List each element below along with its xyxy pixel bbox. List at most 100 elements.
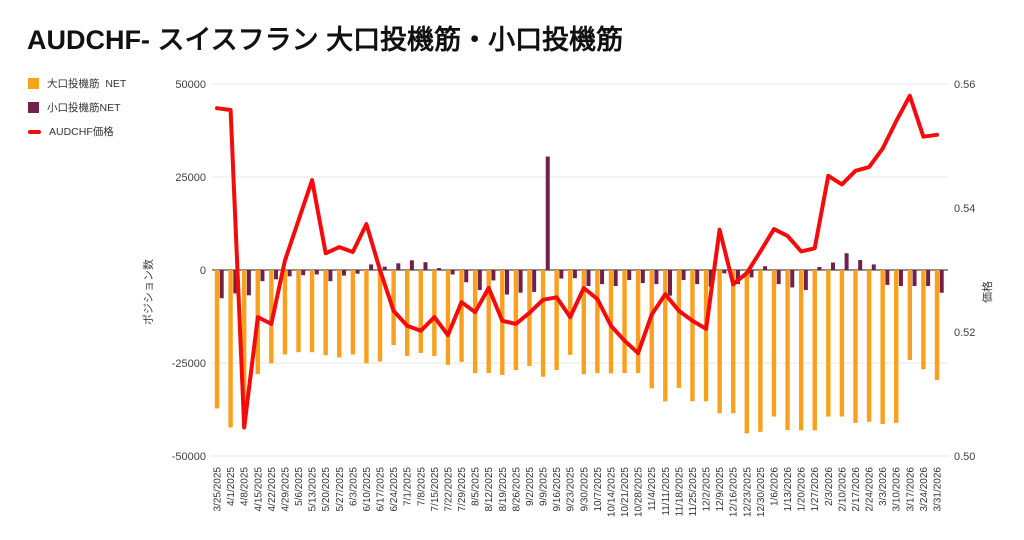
large-spec-bar bbox=[853, 270, 858, 423]
small-spec-bar bbox=[369, 264, 374, 270]
large-spec-bar bbox=[635, 270, 641, 374]
large-spec-bar bbox=[894, 270, 899, 423]
price-line-swatch-icon bbox=[28, 129, 41, 134]
legend-label-large-speculators: 大口投機筋 NET bbox=[47, 78, 127, 90]
x-axis-date-label: 6/24/2025 bbox=[389, 467, 400, 512]
x-axis-date-label: 1/13/2026 bbox=[783, 467, 794, 512]
y-axis-tick-label: 25000 bbox=[175, 172, 206, 184]
small-spec-bar bbox=[572, 270, 577, 279]
x-axis-date-label: 1/6/2026 bbox=[769, 467, 780, 506]
x-axis-date-label: 10/28/2025 bbox=[634, 467, 645, 517]
large-spec-bar bbox=[459, 270, 464, 362]
small-spec-bar bbox=[613, 270, 618, 286]
large-spec-bar bbox=[880, 270, 885, 425]
small-spec-bar bbox=[559, 270, 564, 279]
small-spec-bar bbox=[491, 270, 496, 281]
large-spec-bar bbox=[595, 270, 600, 374]
large-spec-bar bbox=[513, 270, 519, 371]
small-spec-bar bbox=[695, 270, 700, 285]
x-axis-date-label: 9/16/2025 bbox=[552, 467, 563, 512]
small-spec-bar bbox=[260, 270, 265, 282]
small-spec-bar bbox=[926, 270, 931, 286]
large-spec-bar bbox=[228, 270, 233, 428]
x-axis-date-label: 12/9/2025 bbox=[715, 467, 726, 512]
small-spec-bar bbox=[871, 264, 876, 270]
small-spec-bar bbox=[735, 270, 740, 285]
price-axis-tick-label: 0.56 bbox=[954, 79, 975, 91]
large-spec-bar bbox=[907, 270, 913, 361]
small-spec-bar bbox=[328, 270, 333, 282]
large-spec-bar bbox=[377, 270, 383, 362]
large-spec-bar bbox=[717, 270, 722, 414]
x-axis-date-label: 12/30/2025 bbox=[756, 467, 767, 517]
small-spec-bar bbox=[708, 270, 713, 287]
y-axis-tick-label: -50000 bbox=[172, 451, 206, 463]
legend-label-price: AUDCHF価格 bbox=[49, 126, 114, 138]
large-spec-bar bbox=[445, 270, 451, 365]
x-axis-date-label: 11/18/2025 bbox=[674, 467, 685, 517]
x-axis-date-label: 2/24/2026 bbox=[865, 467, 876, 512]
large-spec-bar bbox=[826, 270, 831, 417]
small-spec-bar bbox=[409, 260, 414, 270]
large-spec-bar bbox=[337, 270, 342, 358]
small-spec-bar bbox=[219, 270, 224, 299]
x-axis-date-label: 9/23/2025 bbox=[566, 467, 577, 512]
large-spec-bar bbox=[554, 270, 559, 371]
small-spec-bar bbox=[437, 268, 442, 270]
x-axis-date-label: 4/22/2025 bbox=[267, 467, 278, 512]
small-spec-bar bbox=[464, 270, 469, 283]
legend-item-price: AUDCHF価格 bbox=[28, 124, 126, 139]
small-spec-bar bbox=[681, 270, 686, 281]
small-spec-bar bbox=[722, 270, 727, 274]
large-spec-bar bbox=[404, 270, 410, 356]
large-spec-bar bbox=[282, 270, 288, 355]
small-spec-bar bbox=[423, 262, 428, 270]
small-spec-bar bbox=[817, 267, 822, 270]
small-spec-bar bbox=[627, 270, 632, 281]
small-spec-bar bbox=[912, 270, 917, 286]
small-spec-bar bbox=[749, 270, 754, 278]
large-spec-bar bbox=[432, 270, 437, 356]
small-spec-bar bbox=[939, 270, 944, 293]
legend-label-small-speculators: 小口投機筋NET bbox=[47, 102, 121, 114]
large-spec-bar bbox=[649, 270, 654, 389]
small-spec-bar bbox=[898, 270, 903, 286]
legend: 大口投機筋 NET 小口投機筋NET AUDCHF価格 bbox=[28, 76, 126, 139]
large-spec-bar bbox=[663, 270, 668, 402]
small-speculators-swatch-icon bbox=[28, 102, 39, 113]
small-spec-bar bbox=[382, 266, 387, 270]
large-spec-bar bbox=[296, 270, 301, 353]
x-axis-date-label: 6/10/2025 bbox=[362, 467, 373, 512]
large-spec-bar bbox=[418, 270, 423, 353]
large-spec-bar bbox=[527, 270, 532, 366]
large-spec-bar bbox=[785, 270, 790, 430]
small-spec-bar bbox=[858, 259, 863, 270]
large-spec-bar bbox=[703, 270, 709, 402]
large-spec-bar bbox=[839, 270, 845, 417]
small-spec-bar bbox=[790, 270, 795, 288]
x-axis-date-label: 7/15/2025 bbox=[430, 467, 441, 512]
small-spec-bar bbox=[831, 262, 836, 270]
x-axis-date-label: 9/2/2025 bbox=[525, 467, 536, 506]
x-axis-date-label: 9/9/2025 bbox=[539, 467, 550, 506]
x-axis-date-label: 12/23/2025 bbox=[742, 467, 753, 517]
x-axis-date-label: 8/26/2025 bbox=[511, 467, 522, 512]
small-spec-bar bbox=[600, 270, 605, 285]
x-axis-date-label: 1/27/2026 bbox=[810, 467, 821, 512]
x-axis-date-label: 9/30/2025 bbox=[579, 467, 590, 512]
x-axis-date-label: 7/22/2025 bbox=[443, 467, 454, 512]
x-axis-date-label: 2/17/2026 bbox=[851, 467, 862, 512]
small-spec-bar bbox=[640, 270, 645, 284]
small-spec-bar bbox=[776, 270, 781, 285]
small-spec-bar bbox=[504, 270, 509, 295]
x-axis-date-label: 1/20/2026 bbox=[797, 467, 808, 512]
x-axis-date-label: 5/6/2025 bbox=[294, 467, 305, 506]
chart-title: AUDCHF- スイスフラン 大口投機筋・小口投機筋 bbox=[27, 25, 624, 55]
large-spec-bar bbox=[214, 270, 220, 409]
x-axis-date-label: 3/17/2026 bbox=[905, 467, 916, 512]
x-axis-date-label: 4/29/2025 bbox=[280, 467, 291, 512]
x-axis-date-label: 4/1/2025 bbox=[226, 467, 237, 506]
y-axis-tick-label: -25000 bbox=[172, 358, 206, 370]
small-spec-bar bbox=[763, 266, 768, 270]
